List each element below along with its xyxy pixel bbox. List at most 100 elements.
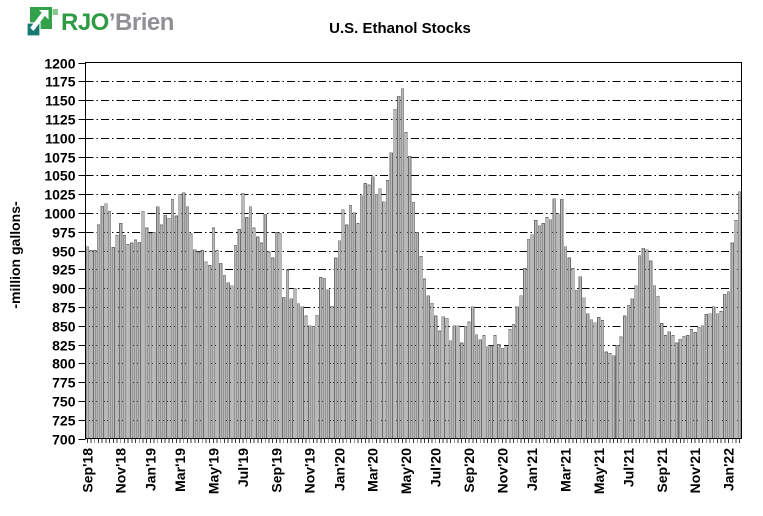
y-tick-label: 750: [52, 394, 76, 410]
x-axis-labels: Sep'18 Nov'18 Jan'19 Mar'19 May'19 Jul'19 Sep'…: [79, 448, 736, 494]
bar: [311, 326, 316, 439]
bar: [378, 188, 382, 439]
bar: [719, 311, 723, 439]
bar: [637, 255, 642, 439]
bar: [430, 302, 434, 439]
y-tick-label: 925: [52, 262, 76, 278]
bar: [271, 257, 275, 439]
y-axis-ticks: [78, 62, 86, 441]
y-tick-label: 1150: [45, 93, 76, 109]
bar: [441, 316, 445, 439]
y-tick-label: 775: [52, 375, 76, 391]
bar: [241, 193, 245, 439]
bar: [107, 211, 112, 439]
bar: [341, 209, 345, 439]
bar: [448, 340, 453, 439]
x-tick-label: Mar'21: [558, 448, 574, 492]
bar: [511, 323, 516, 439]
bar: [148, 232, 152, 439]
bar: [215, 250, 219, 439]
bar: [723, 293, 727, 439]
bar: [159, 224, 164, 439]
bar: [474, 334, 479, 439]
chart-title: U.S. Ethanol Stocks: [329, 20, 471, 37]
bar: [245, 217, 249, 439]
bar: [126, 244, 130, 439]
bar: [237, 229, 241, 439]
bar: [322, 277, 327, 439]
bar: [356, 223, 360, 439]
x-tick-label: Nov'20: [494, 448, 510, 494]
bar: [170, 199, 175, 439]
logo: RJO’Brien: [26, 6, 174, 39]
bar: [445, 317, 449, 439]
bar: [367, 184, 371, 439]
bar: [708, 313, 712, 439]
x-axis-ticks: [86, 438, 741, 443]
bar: [615, 344, 619, 439]
bar: [348, 205, 353, 439]
bar: [463, 326, 468, 439]
bar: [712, 306, 716, 439]
bar: [130, 242, 134, 439]
y-tick-label: 1100: [45, 131, 76, 147]
x-tick-label: Nov'21: [687, 448, 703, 494]
bar: [434, 315, 438, 439]
bar: [667, 331, 671, 439]
bar: [326, 289, 330, 439]
bar: [230, 285, 234, 439]
bar: [604, 351, 608, 439]
bar: [404, 132, 408, 439]
bar: [645, 249, 649, 439]
bar: [400, 88, 404, 439]
bar: [319, 277, 323, 439]
bar: [652, 285, 657, 439]
bar: [93, 250, 97, 439]
bar: [497, 344, 501, 439]
bar: [374, 193, 379, 439]
bar: [715, 313, 720, 439]
bar: [145, 227, 149, 439]
bar: [486, 346, 490, 439]
bar: [393, 108, 397, 439]
bar: [185, 206, 190, 439]
bar: [630, 298, 634, 439]
y-axis-title: -million gallons-: [7, 201, 23, 309]
bar: [360, 195, 364, 439]
x-tick-label: May'21: [591, 448, 607, 494]
bar: [537, 225, 542, 439]
bar: [600, 320, 605, 439]
bar: [549, 219, 553, 439]
bar: [285, 269, 290, 439]
bar: [178, 193, 182, 439]
bar: [738, 191, 742, 439]
bar: [337, 240, 341, 439]
y-tick-label: 1000: [44, 206, 75, 222]
bar: [682, 335, 686, 439]
x-tick-label: Sep'20: [461, 448, 477, 493]
bar: [456, 325, 460, 439]
bar: [141, 211, 145, 439]
bar: [675, 342, 679, 439]
bar: [730, 242, 734, 439]
x-tick-label: May'19: [205, 448, 221, 494]
bar: [163, 214, 167, 439]
bar: [385, 180, 390, 439]
bar: [482, 335, 486, 439]
bar: [563, 246, 568, 439]
x-tick-label: Jan'20: [331, 448, 347, 491]
x-tick-label: Nov'19: [302, 448, 318, 494]
bar: [426, 295, 430, 439]
bar: [411, 202, 416, 439]
bar: [115, 235, 119, 439]
y-tick-label: 1125: [45, 112, 76, 128]
bar: [289, 298, 293, 439]
bar: [634, 285, 638, 439]
bar: [189, 233, 193, 439]
bar: [408, 156, 412, 439]
bar: [330, 305, 334, 439]
bar: [556, 213, 560, 439]
bar: [623, 315, 627, 439]
